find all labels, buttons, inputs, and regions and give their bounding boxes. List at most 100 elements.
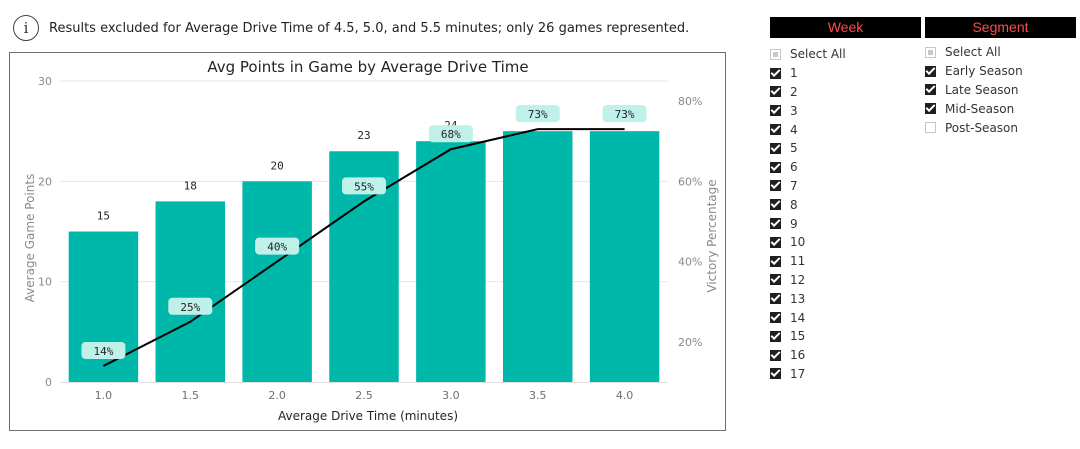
line-data-label: 68%: [441, 128, 461, 141]
week-item[interactable]: 2: [770, 83, 921, 102]
x-tick-label: 2.5: [355, 389, 373, 402]
week-checkbox[interactable]: [770, 236, 781, 248]
week-item[interactable]: 1: [770, 64, 921, 83]
segment-item[interactable]: Late Season: [925, 81, 1076, 100]
line-data-label-box: [428, 125, 473, 143]
line-data-label: 73%: [615, 108, 635, 121]
week-item[interactable]: 7: [770, 177, 921, 196]
week-checkbox[interactable]: [770, 124, 781, 136]
x-tick-label: 4.0: [616, 389, 634, 402]
week-item[interactable]: 13: [770, 289, 921, 308]
line-data-label-box: [602, 105, 647, 123]
week-item[interactable]: 9: [770, 214, 921, 233]
x-tick-label: 1.0: [95, 389, 113, 402]
week-item[interactable]: 16: [770, 346, 921, 365]
info-icon[interactable]: i: [13, 15, 39, 41]
line-data-label: 14%: [93, 345, 113, 358]
week-item-label: 7: [790, 178, 798, 193]
x-tick-label: 2.0: [268, 389, 286, 402]
y-tick-label: 20: [38, 175, 52, 188]
week-item[interactable]: 8: [770, 195, 921, 214]
line-data-label-box: [81, 341, 126, 359]
victory-percentage-line: [102, 128, 625, 367]
week-checkbox[interactable]: [770, 218, 781, 230]
segment-checkbox[interactable]: [925, 122, 936, 134]
week-item-label: 17: [790, 366, 806, 381]
week-item-label: 12: [790, 272, 806, 287]
week-item-label: 14: [790, 310, 806, 325]
week-checkbox[interactable]: [770, 368, 781, 380]
segment-item-label: Early Season: [945, 64, 1023, 79]
y2-axis-title: Victory Percentage: [705, 179, 719, 292]
week-checkbox[interactable]: [770, 312, 781, 324]
bar: [155, 201, 226, 382]
week-checkbox[interactable]: [770, 330, 781, 342]
bar: [502, 131, 573, 382]
week-slicer-header: Week: [770, 17, 921, 38]
week-item[interactable]: 5: [770, 139, 921, 158]
week-checkbox[interactable]: [770, 293, 781, 305]
week-checkbox[interactable]: [770, 48, 781, 60]
line-data-label: 73%: [528, 108, 548, 121]
y-tick-label: 0: [45, 376, 52, 389]
week-item[interactable]: 10: [770, 233, 921, 252]
segment-slicer: Segment Select All Early Season Late Seaso…: [925, 17, 1076, 137]
week-item[interactable]: 15: [770, 327, 921, 346]
segment-item-label: Mid-Season: [945, 101, 1015, 116]
y-tick-label: 10: [38, 276, 52, 289]
week-checkbox[interactable]: [770, 180, 781, 192]
chart-svg: Avg Points in Game by Average Drive Time…: [23, 58, 719, 423]
segment-checkbox[interactable]: [925, 103, 936, 115]
week-item[interactable]: 3: [770, 101, 921, 120]
info-bar: i Results excluded for Average Drive Tim…: [13, 13, 689, 43]
segment-item[interactable]: Mid-Season: [925, 99, 1076, 118]
chart-title: Avg Points in Game by Average Drive Time: [207, 58, 528, 76]
segment-checkbox[interactable]: [925, 65, 936, 77]
week-checkbox[interactable]: [770, 142, 781, 154]
week-checkbox[interactable]: [770, 255, 781, 267]
line-data-label: 25%: [180, 301, 200, 314]
y-axis-title: Average Game Points: [23, 174, 37, 303]
week-item-label: 15: [790, 329, 806, 344]
line-data-label-box: [342, 177, 386, 195]
segment-item[interactable]: Post-Season: [925, 118, 1076, 137]
bar-data-label: 20: [271, 159, 284, 172]
line-data-label: 55%: [354, 180, 374, 193]
week-checkbox[interactable]: [770, 274, 781, 286]
week-checkbox[interactable]: [770, 349, 781, 361]
x-tick-label: 1.5: [182, 389, 200, 402]
week-item[interactable]: 17: [770, 365, 921, 384]
x-axis-title: Average Drive Time (minutes): [278, 409, 458, 423]
y2-tick-label: 20%: [678, 336, 702, 349]
week-checkbox[interactable]: [770, 86, 781, 98]
chart-visual[interactable]: Avg Points in Game by Average Drive Time…: [9, 52, 726, 431]
week-item-label: 6: [790, 160, 798, 175]
week-item-label: Select All: [790, 47, 846, 62]
week-checkbox[interactable]: [770, 199, 781, 211]
segment-item[interactable]: Early Season: [925, 62, 1076, 81]
segment-item-label: Post-Season: [945, 120, 1018, 135]
week-checkbox[interactable]: [770, 105, 781, 117]
segment-checkbox[interactable]: [925, 84, 936, 96]
segment-checkbox[interactable]: [925, 46, 936, 58]
week-checkbox[interactable]: [770, 67, 781, 79]
y-tick-label: 30: [38, 75, 52, 88]
week-item[interactable]: 11: [770, 252, 921, 271]
week-slicer: Week Select All 1 2 3 4 5 6 7 8 9 10 11 12 13 14 15 16 17: [770, 17, 921, 383]
bar-data-label: 18: [184, 179, 197, 192]
week-item-label: 2: [790, 84, 798, 99]
week-item[interactable]: Select All: [770, 45, 921, 64]
week-item[interactable]: 4: [770, 120, 921, 139]
week-item-label: 11: [790, 254, 806, 269]
week-item[interactable]: 12: [770, 271, 921, 290]
week-item-label: 4: [790, 122, 798, 137]
segment-item[interactable]: Select All: [925, 43, 1076, 62]
week-item[interactable]: 6: [770, 158, 921, 177]
week-item-label: 3: [790, 103, 798, 118]
line-data-label-box: [515, 105, 560, 123]
week-item[interactable]: 14: [770, 308, 921, 327]
week-checkbox[interactable]: [770, 161, 781, 173]
line-data-label-box: [255, 237, 300, 255]
week-slicer-list: Select All 1 2 3 4 5 6 7 8 9 10 11 12 13 14 15 16 17: [770, 45, 921, 383]
week-item-label: 1: [790, 66, 798, 81]
